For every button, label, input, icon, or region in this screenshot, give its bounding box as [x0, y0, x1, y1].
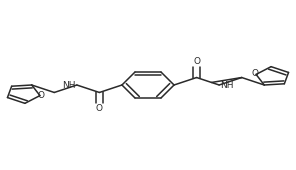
Text: NH: NH — [220, 81, 234, 89]
Text: O: O — [38, 91, 45, 100]
Text: NH: NH — [62, 81, 76, 89]
Text: O: O — [96, 104, 103, 113]
Text: O: O — [193, 57, 200, 66]
Text: O: O — [251, 69, 258, 78]
